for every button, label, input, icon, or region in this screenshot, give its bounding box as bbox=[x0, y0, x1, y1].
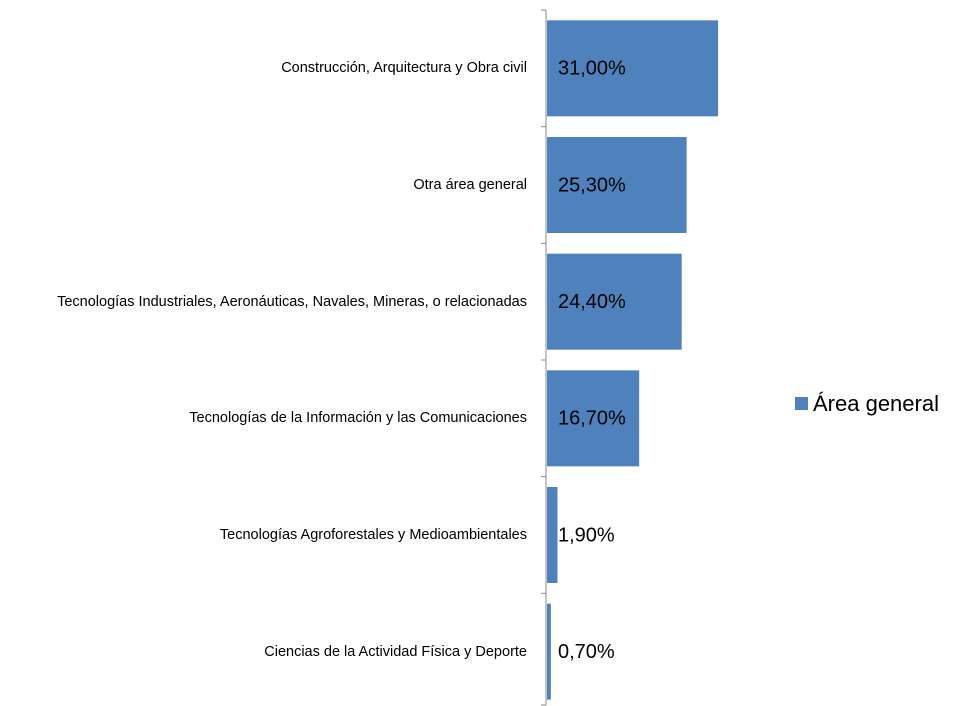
y-tick-label: Tecnologías Agroforestales y Medioambien… bbox=[219, 527, 527, 543]
data-label: 25,30% bbox=[558, 174, 626, 196]
bar bbox=[547, 603, 551, 700]
y-tick-label: Tecnologías Industriales, Aeronáuticas, … bbox=[57, 293, 527, 310]
y-tick-label: Tecnologías de la Información y las Comu… bbox=[189, 410, 527, 427]
data-label: 16,70% bbox=[558, 408, 626, 430]
bar bbox=[547, 253, 682, 350]
bar bbox=[547, 137, 687, 233]
data-label: 24,40% bbox=[558, 291, 626, 313]
data-label: 0,70% bbox=[558, 641, 615, 663]
y-tick-label: Otra área general bbox=[413, 177, 527, 193]
legend-swatch bbox=[795, 397, 808, 410]
y-tick-label: Construcción, Arquitectura y Obra civil bbox=[281, 60, 527, 77]
data-label: 1,90% bbox=[558, 524, 615, 546]
data-label: 31,00% bbox=[558, 58, 626, 80]
legend-label: Área general bbox=[813, 391, 939, 416]
bar bbox=[547, 20, 719, 117]
bar bbox=[547, 370, 640, 467]
bar bbox=[547, 487, 558, 583]
y-tick-label: Ciencias de la Actividad Física y Deport… bbox=[264, 643, 527, 660]
